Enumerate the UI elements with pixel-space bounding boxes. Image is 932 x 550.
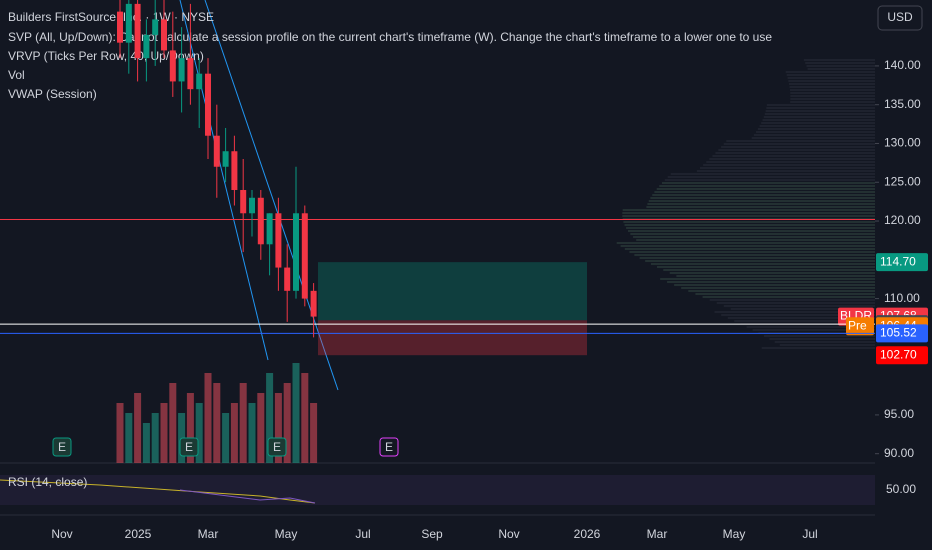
indicator: VWAP (Session) bbox=[8, 87, 97, 101]
currency[interactable]: USD bbox=[887, 10, 913, 24]
channel-line bbox=[179, 0, 269, 361]
price-tick-label: 90.00 bbox=[884, 446, 914, 460]
price-tick-label: 140.00 bbox=[884, 58, 921, 72]
indicator: Vol bbox=[8, 68, 25, 82]
time-tick-label: Nov bbox=[51, 527, 72, 541]
candle-body bbox=[249, 197, 255, 214]
time-tick-label: Jul bbox=[802, 527, 817, 541]
volume-bar bbox=[195, 403, 203, 463]
candle-body bbox=[257, 197, 264, 245]
time-tick-label: Mar bbox=[198, 527, 219, 541]
time-tick-label: Mar bbox=[647, 527, 668, 541]
rsi-band bbox=[0, 475, 875, 505]
candle-body bbox=[169, 50, 176, 82]
price-tick-label: 125.00 bbox=[884, 174, 921, 188]
volume-bar bbox=[134, 393, 142, 463]
badge-tag-label: Pre bbox=[848, 318, 867, 332]
currency-button[interactable] bbox=[877, 5, 923, 31]
price-badge bbox=[876, 324, 928, 343]
candle-body bbox=[178, 58, 185, 82]
volume-bar bbox=[274, 393, 282, 463]
volume-bar bbox=[239, 383, 247, 463]
rsi-label: RSI (14, close) bbox=[8, 475, 87, 489]
earnings-label: E bbox=[185, 440, 193, 454]
time-tick-label: Jul bbox=[355, 527, 370, 541]
price-tick-label: 120.00 bbox=[884, 213, 921, 227]
time-tick-label: 2026 bbox=[574, 527, 601, 541]
volume-bar bbox=[213, 383, 221, 463]
earnings-marker bbox=[267, 437, 287, 457]
candle-body bbox=[240, 190, 247, 214]
candle-body bbox=[222, 151, 229, 167]
price-badge bbox=[876, 346, 928, 365]
earnings-label: E bbox=[58, 440, 66, 454]
time-tick-label: May bbox=[275, 527, 298, 541]
volume-bar bbox=[125, 413, 133, 463]
volume-bar bbox=[310, 403, 318, 463]
candle-body bbox=[231, 151, 238, 191]
candle-body bbox=[284, 267, 291, 291]
title: Builders FirstSource, Inc. · 1W · NYSE bbox=[8, 10, 214, 24]
volume-bar bbox=[301, 373, 309, 463]
price-tick-label: 135.00 bbox=[884, 97, 921, 111]
price-badge bbox=[876, 253, 928, 272]
volume-bar bbox=[248, 403, 256, 463]
stop-zone bbox=[318, 320, 587, 356]
volume-bar bbox=[222, 413, 230, 463]
volume-bar bbox=[292, 363, 300, 463]
price-badge-label: 102.70 bbox=[880, 347, 917, 361]
indicator: SVP (All, Up/Down): Cannot calculate a s… bbox=[8, 30, 772, 44]
badge-tag bbox=[846, 317, 874, 336]
price-badge-label: 105.52 bbox=[880, 326, 917, 340]
time-tick-label: 2025 bbox=[125, 527, 152, 541]
candle-body bbox=[213, 135, 220, 167]
candle-body bbox=[117, 11, 123, 43]
candle-body bbox=[134, 3, 141, 59]
earnings-marker bbox=[379, 437, 399, 457]
earnings-label: E bbox=[385, 440, 393, 454]
candle-body bbox=[196, 73, 203, 90]
volume-bar bbox=[169, 383, 177, 463]
candle-body bbox=[301, 213, 308, 299]
price-tick-label: 95.00 bbox=[884, 407, 914, 421]
volume-bar bbox=[266, 373, 274, 463]
time-tick-label: May bbox=[723, 527, 746, 541]
candle-body bbox=[152, 19, 159, 35]
candle-body bbox=[275, 213, 282, 268]
candle-body bbox=[125, 3, 132, 43]
volume-bar bbox=[116, 403, 124, 463]
time-tick-label: Nov bbox=[498, 527, 519, 541]
earnings-label: E bbox=[273, 440, 281, 454]
volume-bar bbox=[151, 413, 159, 463]
candle-body bbox=[293, 213, 299, 291]
candle-body bbox=[205, 73, 211, 136]
volume-bar bbox=[160, 403, 168, 463]
volume-bar bbox=[204, 373, 212, 463]
candle-body bbox=[187, 58, 194, 90]
price-axis bbox=[875, 0, 932, 550]
price-tick-label: 110.00 bbox=[884, 291, 920, 305]
candle-body bbox=[310, 290, 317, 317]
volume-bar bbox=[142, 423, 150, 463]
target-zone bbox=[318, 262, 587, 321]
earnings-marker bbox=[52, 437, 72, 457]
rsi-tick: 50.00 bbox=[886, 482, 916, 496]
price-tick-label: 130.00 bbox=[884, 136, 921, 150]
price-badge-label: 114.70 bbox=[880, 254, 916, 268]
candle-body bbox=[161, 19, 167, 51]
volume-bar bbox=[283, 383, 291, 463]
volume-bar bbox=[186, 393, 194, 463]
volume-bar bbox=[257, 393, 265, 463]
earnings-marker bbox=[179, 437, 199, 457]
time-tick-label: Sep bbox=[421, 527, 443, 541]
rsi-ma bbox=[0, 479, 316, 504]
candle-body bbox=[266, 213, 273, 245]
candle-body bbox=[143, 34, 150, 59]
volume-bar bbox=[230, 403, 238, 463]
channel-line bbox=[204, 0, 339, 391]
rsi-line bbox=[179, 489, 316, 504]
